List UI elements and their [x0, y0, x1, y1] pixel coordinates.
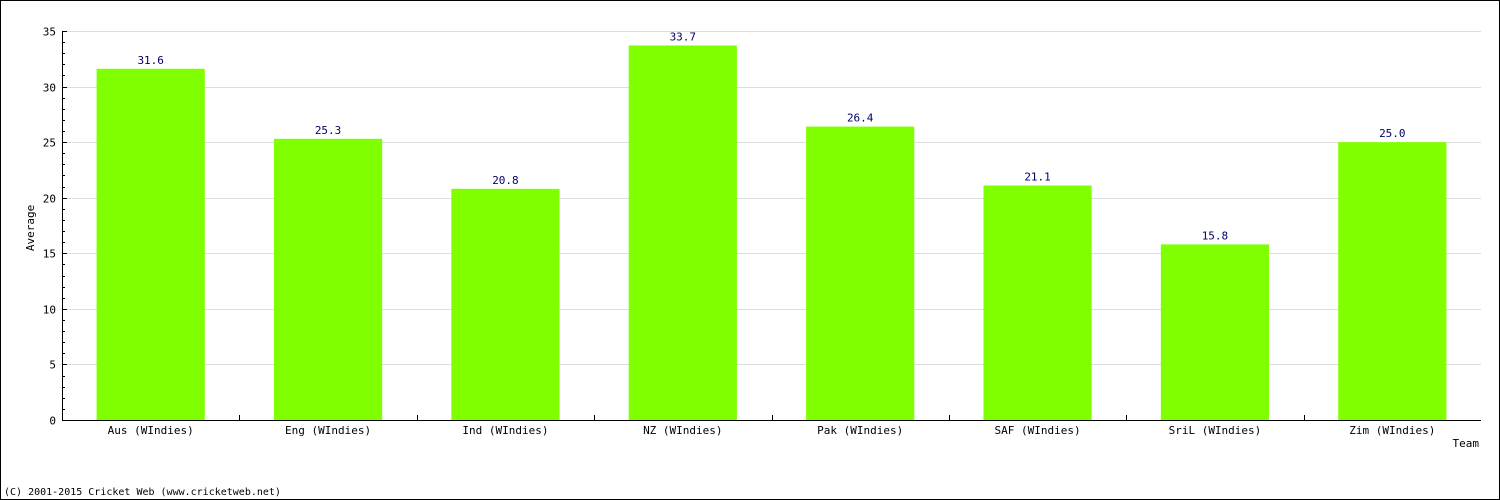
bar	[806, 126, 915, 420]
y-tick-label: 20	[43, 193, 56, 206]
bar-value-label: 20.8	[492, 174, 519, 187]
y-axis-label: Average	[24, 205, 37, 251]
copyright-notice: (C) 2001-2015 Cricket Web (www.cricketwe…	[4, 487, 281, 498]
bar	[628, 45, 737, 420]
bar	[1338, 142, 1447, 420]
y-tick-label: 5	[49, 359, 56, 372]
y-tick-label: 25	[43, 137, 56, 150]
x-tick-label: SriL (WIndies)	[1169, 424, 1262, 437]
bar	[983, 185, 1092, 420]
y-tick-label: 10	[43, 304, 56, 317]
labels: 0 5 10 15 20 25 30 35 31.6 Aus (WIndies) 25.3 Eng (…	[43, 26, 1436, 438]
bar	[1160, 244, 1270, 420]
x-tick-label: NZ (WIndies)	[643, 424, 722, 437]
y-tick-label: 0	[49, 415, 56, 428]
bar	[273, 138, 383, 420]
axes	[62, 31, 1481, 421]
x-tick-label: Zim (WIndies)	[1349, 424, 1435, 437]
y-tick-label: 30	[43, 82, 56, 95]
bar-value-label: 33.7	[670, 30, 697, 43]
bar-value-label: 25.0	[1379, 127, 1406, 140]
bar-value-label: 21.1	[1024, 170, 1051, 183]
x-tick-label: SAF (WIndies)	[995, 424, 1081, 437]
x-tick-label: Pak (WIndies)	[817, 424, 903, 437]
x-tick-label: Eng (WIndies)	[285, 424, 371, 437]
bar-value-label: 15.8	[1202, 229, 1229, 242]
bars	[96, 45, 1447, 420]
bar-value-label: 31.6	[137, 54, 164, 67]
x-tick-label: Ind (WIndies)	[462, 424, 548, 437]
y-tick-label: 15	[43, 248, 56, 261]
bar	[96, 68, 205, 420]
bar-value-label: 26.4	[847, 112, 874, 125]
x-axis-label: Team	[1453, 437, 1480, 450]
x-tick-label: Aus (WIndies)	[108, 424, 194, 437]
bar-value-label: 25.3	[315, 124, 342, 137]
bar	[451, 188, 560, 420]
y-tick-label: 35	[43, 26, 56, 39]
